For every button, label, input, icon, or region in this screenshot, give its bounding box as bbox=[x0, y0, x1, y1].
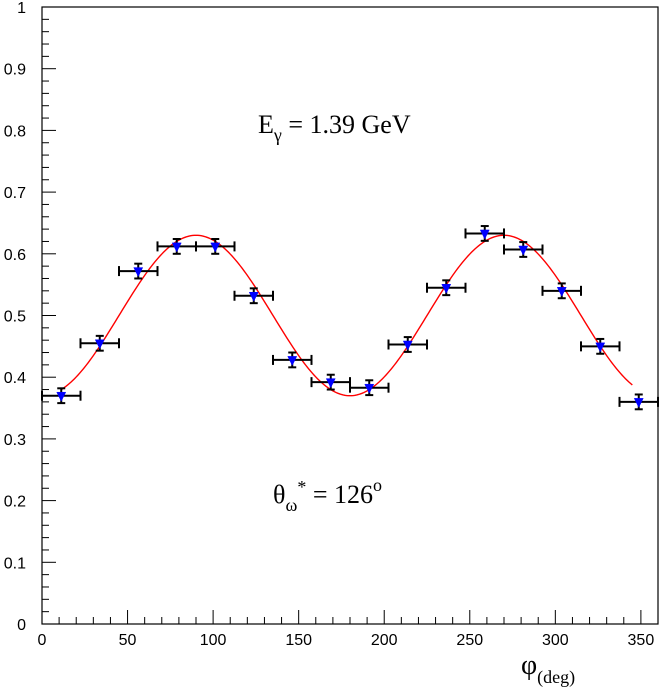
triangle-down-marker bbox=[210, 242, 221, 253]
data-point bbox=[79, 334, 120, 352]
data-point bbox=[618, 393, 659, 411]
y-tick-label: 0.4 bbox=[4, 370, 26, 387]
triangle-down-marker bbox=[133, 267, 144, 278]
y-tick-label: 0.6 bbox=[4, 247, 26, 264]
triangle-down-marker bbox=[479, 229, 490, 240]
triangle-down-marker bbox=[94, 339, 105, 350]
x-tick-label: 200 bbox=[371, 632, 398, 649]
y-tick-label: 0.9 bbox=[4, 62, 26, 79]
y-tick-label: 0.3 bbox=[4, 432, 26, 449]
y-tick-label: 0.5 bbox=[4, 309, 26, 326]
data-point bbox=[41, 387, 82, 405]
y-tick-label: 0.2 bbox=[4, 494, 26, 511]
plot-frame bbox=[41, 6, 659, 625]
x-tick-label: 50 bbox=[119, 632, 137, 649]
x-axis-subscript: (deg) bbox=[537, 667, 575, 688]
data-point bbox=[118, 262, 159, 280]
triangle-down-marker bbox=[364, 383, 375, 394]
axes bbox=[41, 6, 659, 625]
y-tick-label: 0 bbox=[17, 617, 26, 634]
x-tick-label: 350 bbox=[628, 632, 655, 649]
triangle-down-marker bbox=[595, 342, 606, 353]
angle-annotation: θω* = 126o bbox=[273, 475, 382, 515]
data-point bbox=[464, 225, 505, 242]
energy-annotation: Eγ = 1.39 GeV bbox=[258, 110, 411, 145]
x-tick-label: 300 bbox=[542, 632, 569, 649]
x-tick-label: 150 bbox=[285, 632, 312, 649]
x-tick-label: 0 bbox=[38, 632, 47, 649]
triangle-down-marker bbox=[56, 391, 67, 402]
data-point bbox=[541, 282, 582, 300]
fit-layer bbox=[60, 234, 633, 397]
triangle-down-marker bbox=[325, 378, 336, 389]
y-tick-label: 1 bbox=[17, 0, 26, 17]
y-tick-label: 0.8 bbox=[4, 123, 26, 140]
triangle-down-marker bbox=[518, 245, 529, 256]
x-axis-symbol: φ bbox=[521, 650, 537, 681]
fit-curve bbox=[60, 234, 633, 397]
data-point bbox=[272, 351, 313, 369]
angle-superscript: * bbox=[297, 477, 306, 497]
data-point bbox=[195, 237, 236, 255]
y-tick-label: 0.7 bbox=[4, 185, 26, 202]
ticks: 0 50 100 150 200 250 300 350 0 0.1 0.2 0.3 0.4 0.5 0.6… bbox=[4, 0, 659, 649]
energy-symbol: E bbox=[258, 110, 274, 139]
triangle-down-marker bbox=[171, 242, 182, 253]
triangle-down-marker bbox=[556, 287, 567, 297]
triangle-down-marker bbox=[633, 398, 644, 408]
data-point bbox=[156, 237, 197, 255]
x-tick-label: 250 bbox=[456, 632, 483, 649]
triangle-down-marker bbox=[402, 340, 413, 351]
x-axis-label: φ(deg) bbox=[521, 650, 575, 688]
data-point bbox=[580, 337, 621, 355]
triangle-down-marker bbox=[441, 283, 452, 294]
data-point bbox=[426, 279, 467, 297]
y-tick-label: 0.1 bbox=[4, 555, 26, 572]
energy-value: = 1.39 GeV bbox=[282, 110, 411, 139]
energy-subscript: γ bbox=[273, 125, 282, 145]
triangle-down-marker bbox=[248, 292, 259, 302]
data-point bbox=[349, 379, 390, 397]
data-point bbox=[387, 336, 428, 353]
angle-subscript: ω bbox=[285, 495, 297, 515]
angle-degree-superscript: o bbox=[373, 475, 382, 495]
triangle-down-marker bbox=[287, 356, 298, 366]
data-point bbox=[310, 373, 351, 391]
x-tick-label: 100 bbox=[200, 632, 227, 649]
data-point bbox=[503, 241, 544, 258]
data-points bbox=[41, 225, 659, 411]
angle-value: = 126 bbox=[306, 480, 373, 509]
data-point bbox=[233, 287, 274, 305]
angle-symbol: θ bbox=[273, 480, 285, 509]
